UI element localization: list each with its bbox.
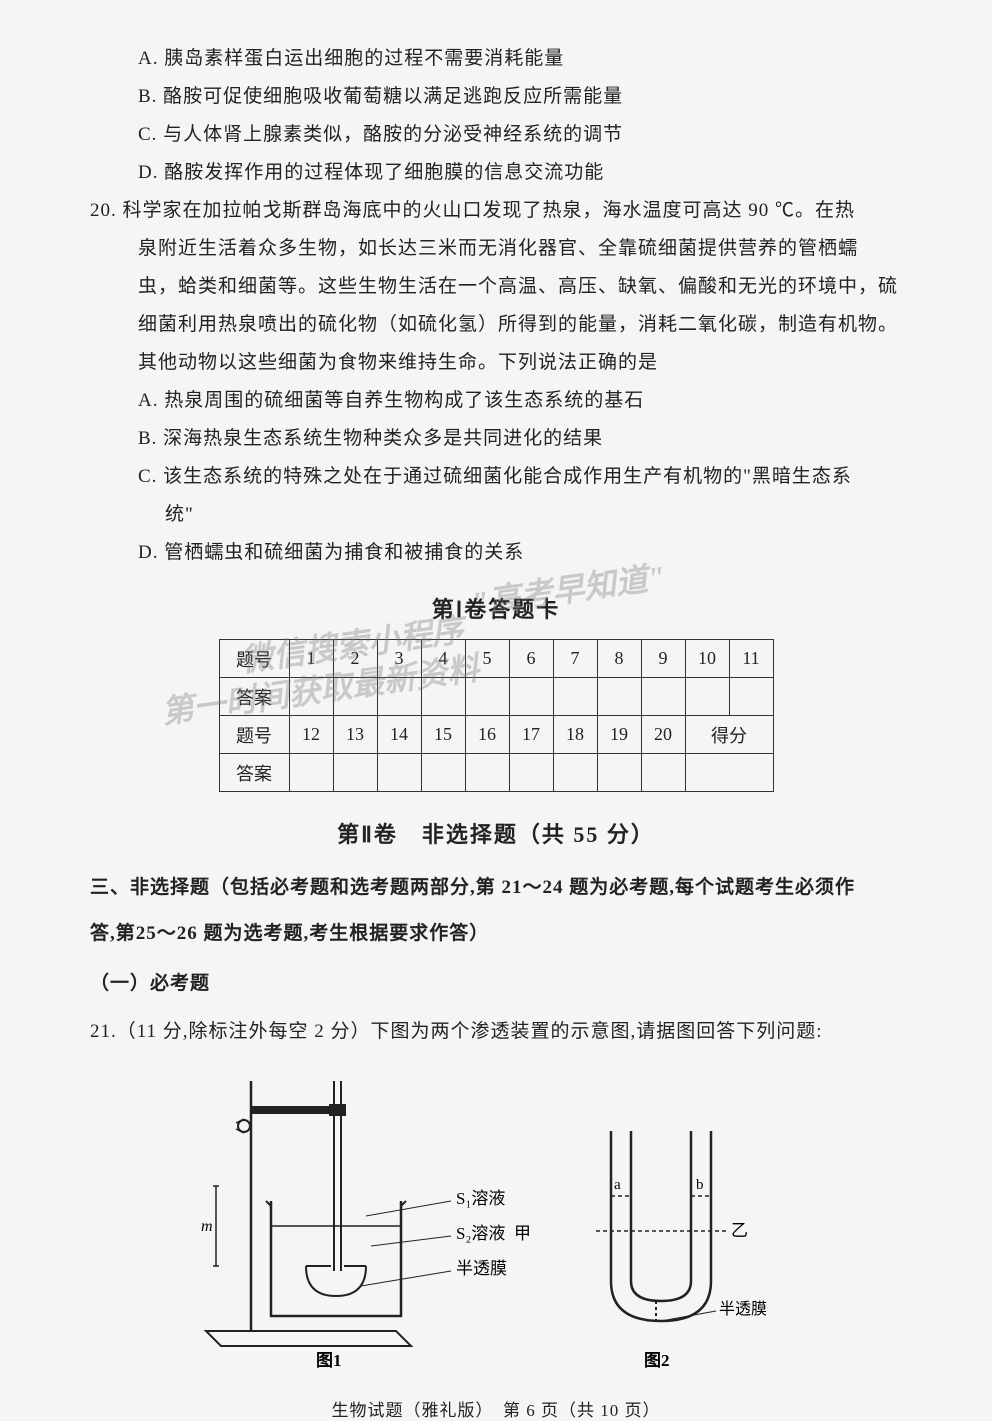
answer-cell[interactable] — [377, 678, 421, 716]
option-20-b: B. 深海热泉生态系统生物种类众多是共同进化的结果 — [138, 420, 902, 458]
row3-label: 题号 — [219, 716, 289, 754]
answer-cell[interactable] — [553, 754, 597, 792]
label-s1: S₁溶液 — [456, 1189, 505, 1208]
cell-num: 7 — [553, 640, 597, 678]
fig2-label: 图2 — [644, 1351, 670, 1370]
answer-cell[interactable] — [421, 754, 465, 792]
cell-num: 8 — [597, 640, 641, 678]
cell-num: 1 — [289, 640, 333, 678]
cell-num: 4 — [421, 640, 465, 678]
cell-num: 5 — [465, 640, 509, 678]
answer-cell[interactable] — [377, 754, 421, 792]
cell-num: 12 — [289, 716, 333, 754]
q20-text3: 虫，蛤类和细菌等。这些生物生活在一个高温、高压、缺氧、偏酸和无光的环境中，硫 — [138, 268, 902, 306]
answer-card-title: 第Ⅰ卷答题卡 — [90, 592, 902, 624]
answer-cell[interactable] — [597, 678, 641, 716]
cell-num: 11 — [729, 640, 773, 678]
answer-cell[interactable] — [685, 678, 729, 716]
label-membrane: 半透膜 — [456, 1259, 507, 1278]
option-20-a: A. 热泉周围的硫细菌等自养生物构成了该生态系统的基石 — [138, 382, 902, 420]
answer-cell[interactable] — [333, 754, 377, 792]
cell-num: 16 — [465, 716, 509, 754]
label-s2: S₂溶液 — [456, 1224, 505, 1243]
table-row: 答案 — [219, 754, 773, 792]
answer-cell[interactable] — [641, 754, 685, 792]
answer-cell[interactable] — [465, 754, 509, 792]
score-label: 得分 — [685, 716, 773, 754]
section-2-title: 第Ⅱ卷 非选择题（共 55 分） — [90, 817, 902, 849]
instruction-line-1: 三、非选择题（包括必考题和选考题两部分,第 21～24 题为必考题,每个试题考生… — [90, 869, 902, 907]
fig1-label: 图1 — [316, 1351, 342, 1370]
cell-num: 17 — [509, 716, 553, 754]
score-cell[interactable] — [685, 754, 773, 792]
cell-num: 19 — [597, 716, 641, 754]
label-membrane2: 半透膜 — [719, 1300, 767, 1318]
cell-num: 9 — [641, 640, 685, 678]
answer-cell[interactable] — [421, 678, 465, 716]
cell-num: 14 — [377, 716, 421, 754]
table-row: 题号 1 2 3 4 5 6 7 8 9 10 11 — [219, 640, 773, 678]
cell-num: 3 — [377, 640, 421, 678]
q20-text5: 其他动物以这些细菌为食物来维持生命。下列说法正确的是 — [138, 344, 902, 382]
table-row: 答案 — [219, 678, 773, 716]
label-jia: 甲 — [514, 1224, 531, 1243]
q20-number: 20. — [90, 200, 117, 221]
answer-cell[interactable] — [333, 678, 377, 716]
answer-cell[interactable] — [465, 678, 509, 716]
label-a: a — [614, 1177, 621, 1193]
diagram-svg: m S₁溶液 S₂溶液 甲 半透膜 图1 a b 乙 — [196, 1071, 796, 1381]
label-m: m — [201, 1218, 213, 1235]
table-row: 题号 12 13 14 15 16 17 18 19 20 得分 — [219, 716, 773, 754]
option-20-c2: 统" — [165, 496, 902, 534]
option-19-c: C. 与人体肾上腺素类似，酪胺的分泌受神经系统的调节 — [138, 116, 902, 154]
label-yi: 乙 — [731, 1221, 748, 1240]
option-19-d: D. 酪胺发挥作用的过程体现了细胞膜的信息交流功能 — [138, 154, 902, 192]
answer-cell[interactable] — [729, 678, 773, 716]
row4-label: 答案 — [219, 754, 289, 792]
cell-num: 6 — [509, 640, 553, 678]
page-footer: 生物试题（雅礼版） 第 6 页（共 10 页） — [90, 1396, 902, 1421]
answer-cell[interactable] — [597, 754, 641, 792]
question-21: 21.（11 分,除标注外每空 2 分）下图为两个渗透装置的示意图,请据图回答下… — [90, 1013, 902, 1051]
question-20: 20. 科学家在加拉帕戈斯群岛海底中的火山口发现了热泉，海水温度可高达 90 ℃… — [90, 192, 902, 230]
diagram-container: m S₁溶液 S₂溶液 甲 半透膜 图1 a b 乙 — [196, 1071, 796, 1381]
cell-num: 13 — [333, 716, 377, 754]
answer-cell[interactable] — [553, 678, 597, 716]
cell-num: 2 — [333, 640, 377, 678]
answer-cell[interactable] — [289, 754, 333, 792]
answer-cell[interactable] — [641, 678, 685, 716]
required-section: （一）必考题 — [90, 965, 902, 1003]
answer-cell[interactable] — [289, 678, 333, 716]
answer-card-table: 题号 1 2 3 4 5 6 7 8 9 10 11 答案 题号 12 13 1… — [219, 639, 774, 792]
q20-text2: 泉附近生活着众多生物，如长达三米而无消化器官、全靠硫细菌提供营养的管栖蠕 — [138, 230, 902, 268]
option-19-a: A. 胰岛素样蛋白运出细胞的过程不需要消耗能量 — [138, 40, 902, 78]
cell-num: 20 — [641, 716, 685, 754]
q20-text4: 细菌利用热泉喷出的硫化物（如硫化氢）所得到的能量，消耗二氧化碳，制造有机物。 — [138, 306, 902, 344]
cell-num: 18 — [553, 716, 597, 754]
cell-num: 15 — [421, 716, 465, 754]
row2-label: 答案 — [219, 678, 289, 716]
answer-cell[interactable] — [509, 678, 553, 716]
row1-label: 题号 — [219, 640, 289, 678]
option-20-d: D. 管栖蠕虫和硫细菌为捕食和被捕食的关系 — [138, 534, 902, 572]
option-20-c1: C. 该生态系统的特殊之处在于通过硫细菌化能合成作用生产有机物的"黑暗生态系 — [138, 458, 902, 496]
answer-cell[interactable] — [509, 754, 553, 792]
q20-text1: 科学家在加拉帕戈斯群岛海底中的火山口发现了热泉，海水温度可高达 90 ℃。在热 — [123, 200, 856, 221]
cell-num: 10 — [685, 640, 729, 678]
option-19-b: B. 酪胺可促使细胞吸收葡萄糖以满足逃跑反应所需能量 — [138, 78, 902, 116]
instruction-line-2: 答,第25～26 题为选考题,考生根据要求作答） — [90, 915, 902, 953]
label-b: b — [696, 1177, 704, 1193]
